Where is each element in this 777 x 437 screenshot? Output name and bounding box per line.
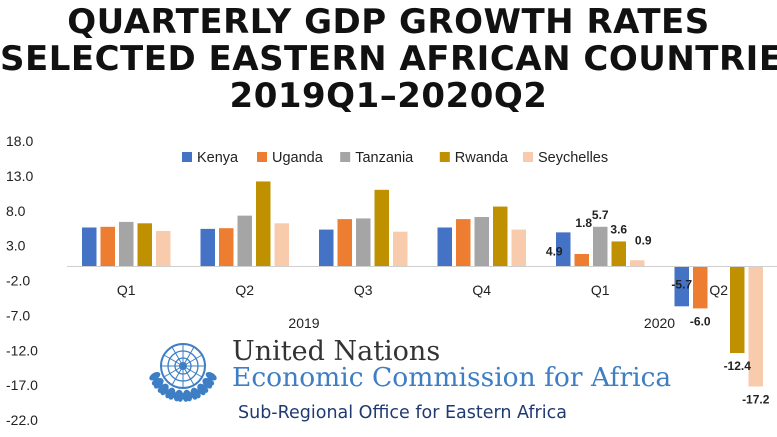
bar [82,227,97,267]
bar [137,223,152,267]
data-label: -12.4 [724,359,752,373]
bar [219,228,234,267]
y-tick-label: -2.0 [6,273,30,289]
bar [393,231,408,267]
bar [574,253,589,267]
data-label: -5.7 [671,277,692,291]
data-label: 5.7 [592,208,609,222]
bar [337,219,352,267]
y-tick-label: -22.0 [6,412,38,428]
legend-label: Kenya [197,150,239,166]
legend-swatch [523,152,533,162]
logo-line-subregional-office: Sub-Regional Office for Eastern Africa [238,403,567,423]
bar [119,221,134,267]
y-tick-label: 3.0 [6,238,26,254]
laurel-leaf [191,387,201,399]
laurel-leaf [151,377,164,386]
globe-center [179,362,187,370]
bar [156,230,171,267]
data-label: 3.6 [610,222,627,236]
bar [319,229,334,267]
bar [437,227,452,267]
logo-line-united-nations: United Nations [232,336,441,367]
legend-label: Uganda [272,150,324,166]
legend-swatch [340,152,351,162]
bar [748,266,763,387]
bar [237,215,252,267]
laurel-leaf [165,387,175,399]
logo-line-eca: Economic Commission for Africa [232,362,672,393]
y-tick-label: -12.0 [6,342,38,358]
data-label: 4.9 [546,244,563,258]
y-tick-label: 18.0 [6,133,33,149]
data-label: 1.8 [575,216,592,230]
laurel-leaf [184,389,193,402]
page-title: QUARTERLY GDP GROWTH RATES SELECTED EAST… [0,4,777,115]
x-axis: Q1 Q2 Q3 Q4 Q1 Q2 2019 2020 [117,282,728,331]
legend-swatch [257,152,267,162]
laurel-leaf [173,389,182,402]
bar [730,266,745,354]
legend-label: Tanzania [355,150,414,166]
title-line-1: QUARTERLY GDP GROWTH RATES [67,2,710,42]
bar-group [82,181,763,387]
bar [511,229,526,267]
x-year-label: 2020 [644,315,675,331]
x-tick-label: Q1 [117,282,136,298]
y-tick-label: -7.0 [6,307,30,323]
bar [674,266,689,307]
bar [693,266,708,309]
bar [256,181,271,267]
bar [374,189,389,267]
legend-swatch [439,152,450,162]
legend-label: Rwanda [455,150,509,166]
bar [493,206,508,267]
y-axis: 18.0 13.0 8.0 3.0 -2.0 -7.0 -12.0 -17.0 -22.0 [6,133,38,428]
bar [274,223,289,267]
data-label: -17.2 [742,393,770,407]
bar [611,241,626,267]
x-tick-label: Q2 [709,282,728,298]
bar [356,218,371,267]
laurel-leaf [202,377,215,386]
title-line-2: SELECTED EASTERN AFRICAN COUNTRIES [0,39,777,79]
data-label: 0.9 [635,233,652,247]
y-tick-label: -17.0 [6,377,38,393]
x-tick-label: Q4 [472,282,491,298]
legend-swatch [182,152,192,162]
bar [100,226,115,267]
x-tick-label: Q3 [354,282,373,298]
x-year-label: 2019 [288,315,319,331]
data-labels: 4.9 1.85.73.6 0.9 -5.7 -6.0 -12.4 -17.2 [546,208,770,407]
bar [474,217,489,267]
y-tick-label: 8.0 [6,203,26,219]
data-label: -6.0 [690,314,711,328]
laurel-leaf [157,383,169,393]
x-tick-label: Q1 [591,282,610,298]
y-tick-label: 13.0 [6,168,33,184]
bar [593,226,608,267]
x-tick-label: Q2 [235,282,254,298]
bar [556,232,571,267]
bar [630,260,645,267]
bar [200,228,215,267]
un-emblem-icon [149,343,217,402]
legend-label: Seychelles [538,150,608,166]
laurel-leaf [197,383,209,393]
title-line-3: 2019Q1–2020Q2 [229,76,548,116]
legend: Kenya Uganda Tanzania Rwanda Seychelles [182,150,608,166]
bar [456,219,471,267]
